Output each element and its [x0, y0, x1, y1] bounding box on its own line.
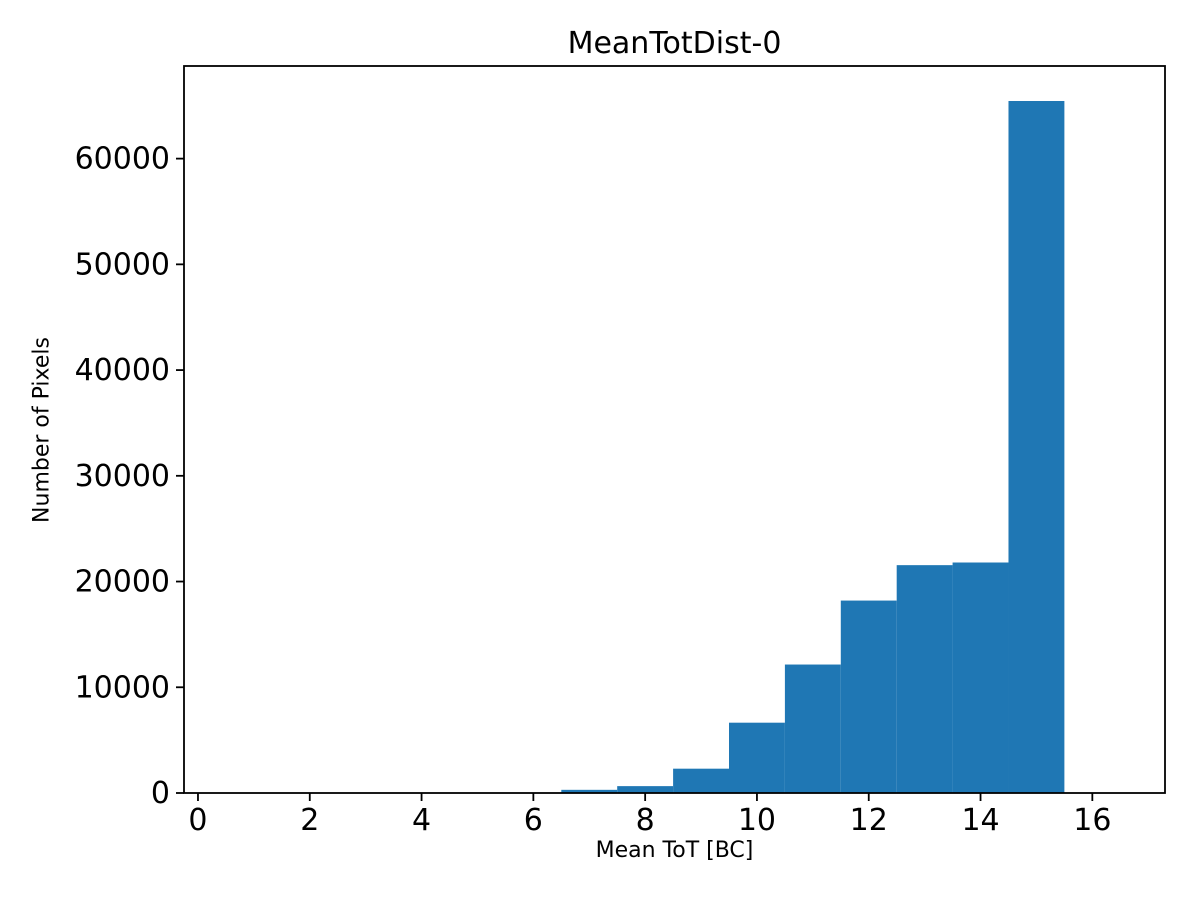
histogram-bar-7 [561, 789, 618, 793]
x-tick-label: 6 [524, 803, 543, 838]
y-tick-label: 0 [151, 776, 170, 811]
y-tick-label: 10000 [75, 670, 170, 705]
y-tick-label: 50000 [75, 247, 170, 282]
x-axis-label: Mean ToT [BC] [595, 838, 754, 863]
histogram-bar-11 [784, 664, 841, 793]
x-tick-label: 10 [738, 803, 776, 838]
histogram-bar-9 [673, 768, 729, 793]
x-tick-label: 16 [1073, 803, 1111, 838]
x-tick-label: 8 [636, 803, 655, 838]
histogram-bar-15 [1008, 100, 1065, 794]
y-tick-label: 60000 [75, 142, 170, 177]
histogram-bar-14 [952, 562, 1009, 793]
histogram-bar-12 [840, 600, 897, 793]
x-tick-label: 4 [412, 803, 431, 838]
plot-border [183, 65, 1166, 794]
y-tick-label: 20000 [75, 565, 170, 600]
histogram-bar-10 [729, 722, 785, 793]
y-tick-label: 40000 [75, 353, 170, 388]
y-axis-label: Number of Pixels [29, 337, 55, 523]
x-tick-label: 12 [850, 803, 888, 838]
x-tick-label: 2 [300, 803, 319, 838]
x-tick-label: 0 [188, 803, 207, 838]
y-tick-label: 30000 [75, 459, 170, 494]
x-tick-label: 14 [961, 803, 999, 838]
histogram-bar-13 [896, 565, 953, 793]
histogram-bar-8 [617, 786, 674, 793]
chart-title: MeanTotDist-0 [567, 26, 782, 61]
